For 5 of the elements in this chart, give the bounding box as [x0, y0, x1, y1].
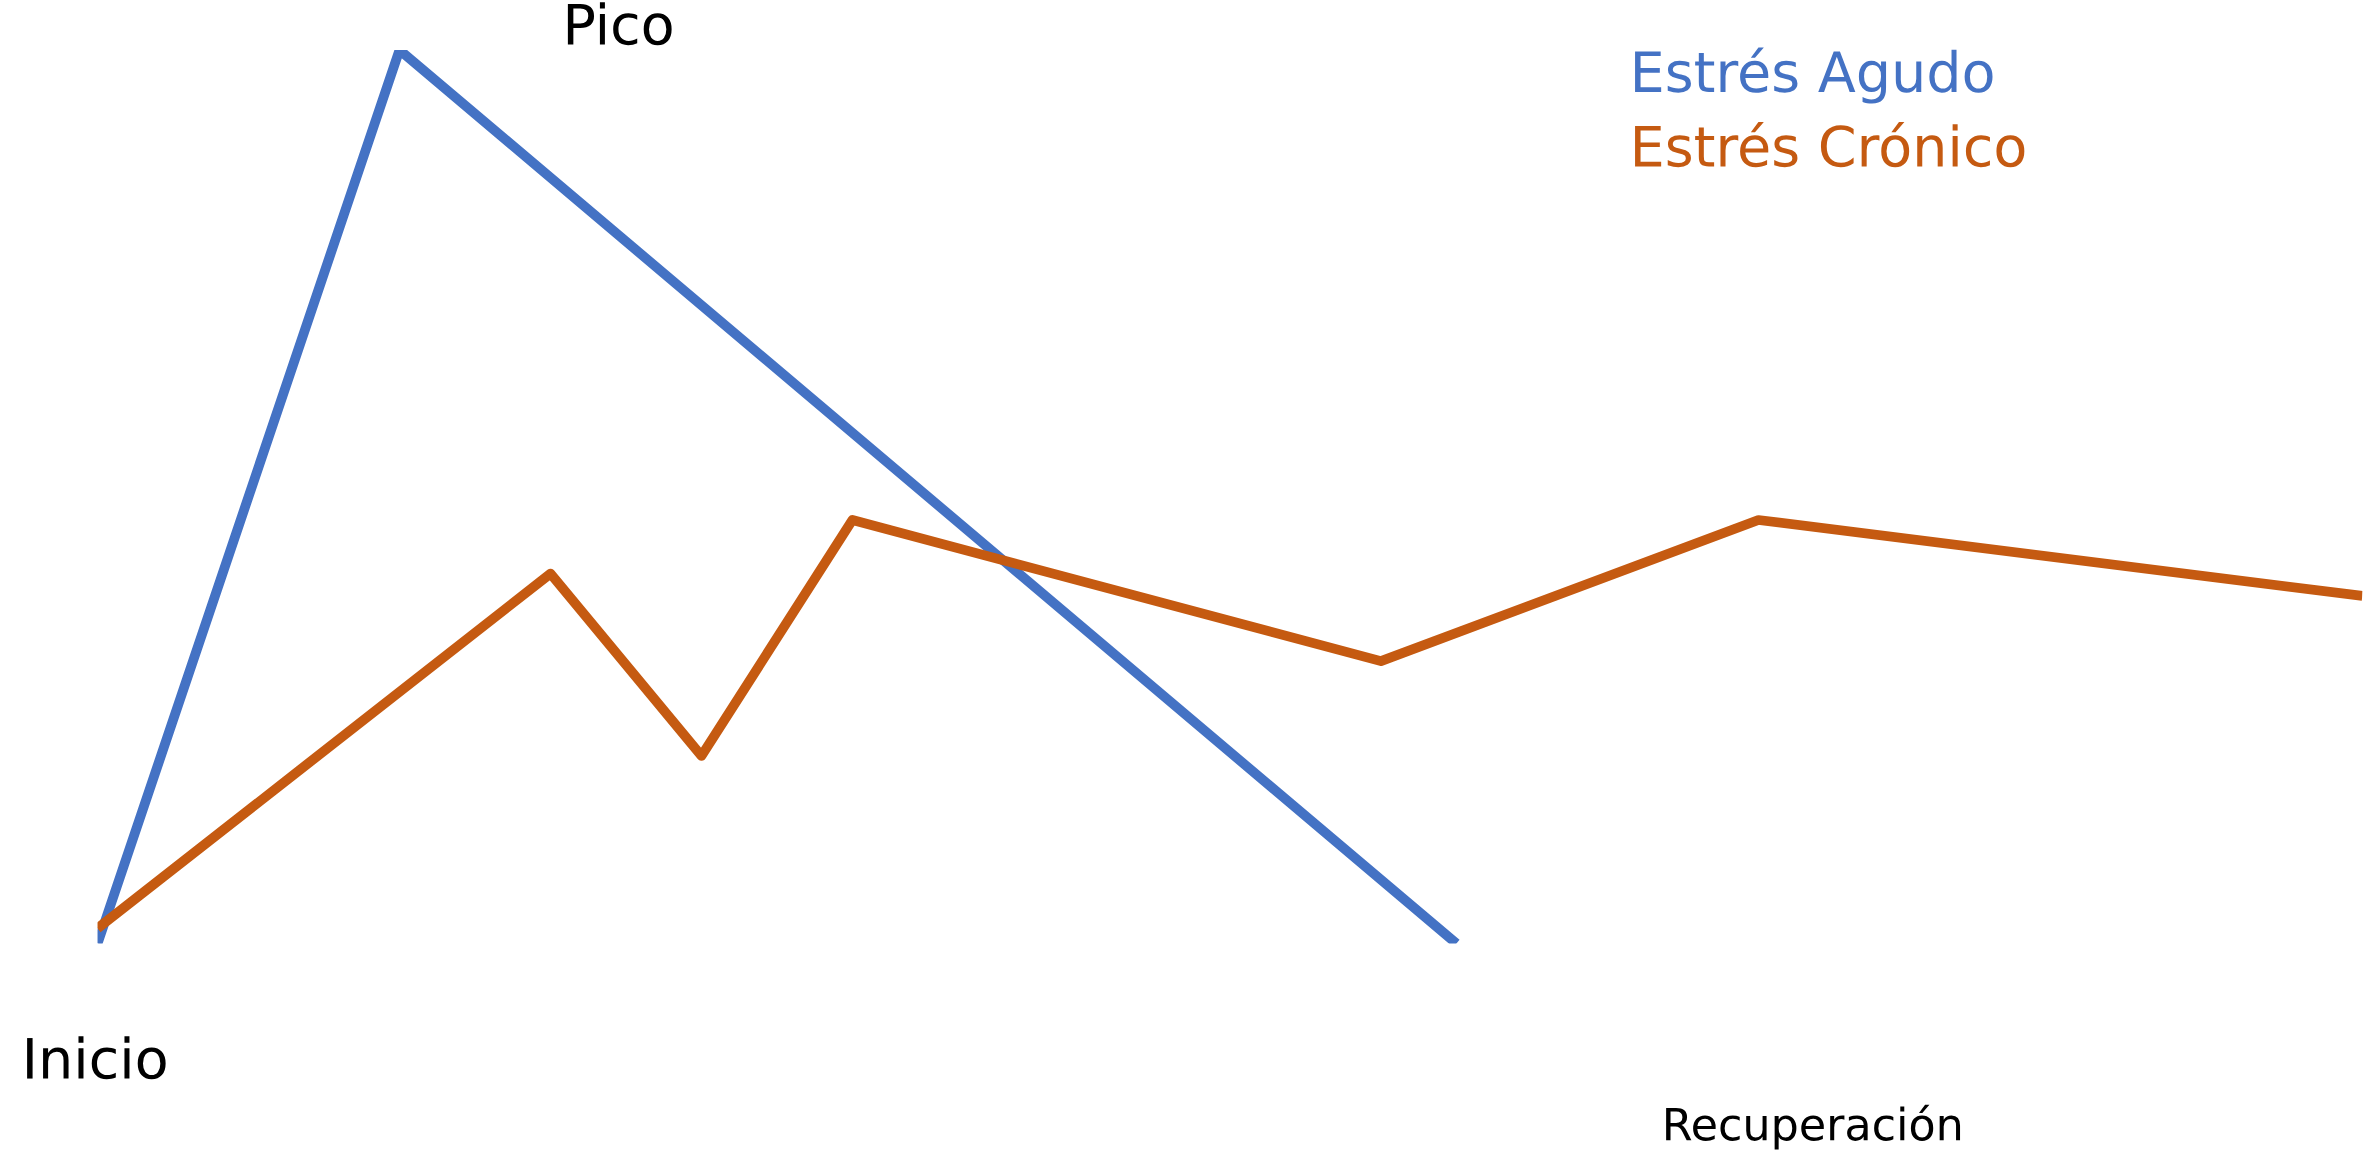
text: Inicio: [27, 1036, 166, 1080]
text: Pico: [567, 2, 672, 46]
text: Recuperación: [1666, 1104, 1961, 1150]
text: Estrés Agudo: [1635, 47, 1993, 104]
text: Estrés Crónico: [1635, 121, 2025, 168]
